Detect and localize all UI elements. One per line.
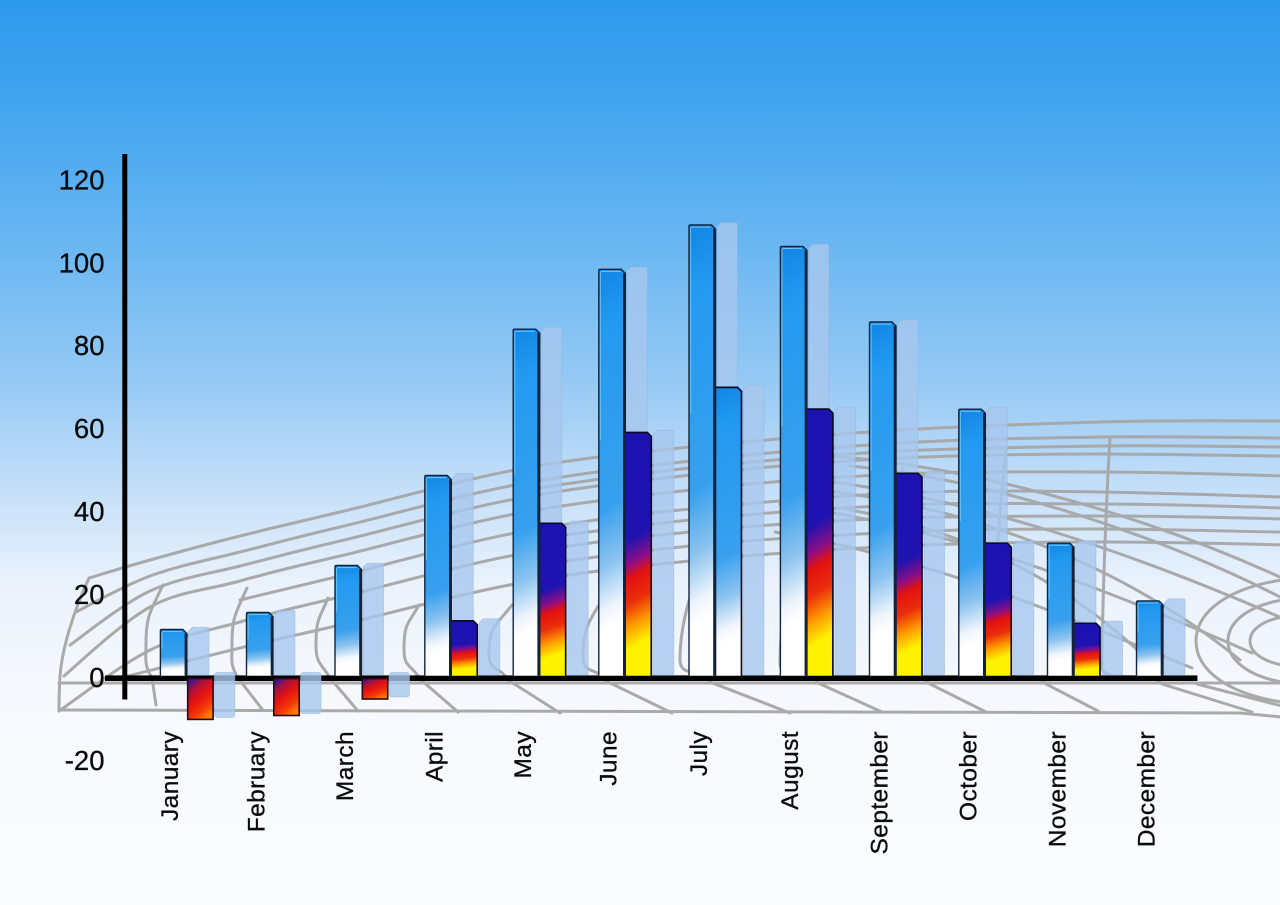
svg-text:April: April	[422, 731, 449, 782]
svg-text:November: November	[1044, 731, 1071, 847]
svg-text:June: June	[596, 731, 623, 786]
svg-text:October: October	[956, 731, 983, 821]
svg-text:May: May	[510, 731, 537, 779]
svg-text:December: December	[1133, 731, 1160, 847]
svg-text:July: July	[686, 731, 713, 777]
svg-text:120: 120	[59, 164, 105, 195]
svg-text:80: 80	[74, 330, 105, 361]
svg-text:20: 20	[74, 579, 105, 610]
svg-text:100: 100	[59, 247, 105, 278]
svg-text:-20: -20	[65, 745, 105, 776]
svg-text:September: September	[866, 731, 893, 854]
svg-text:January: January	[157, 731, 184, 821]
svg-text:60: 60	[74, 413, 105, 444]
svg-text:40: 40	[74, 496, 105, 527]
svg-text:0: 0	[89, 662, 104, 693]
svg-text:August: August	[777, 731, 804, 810]
svg-text:February: February	[243, 731, 270, 833]
svg-text:March: March	[332, 731, 359, 801]
